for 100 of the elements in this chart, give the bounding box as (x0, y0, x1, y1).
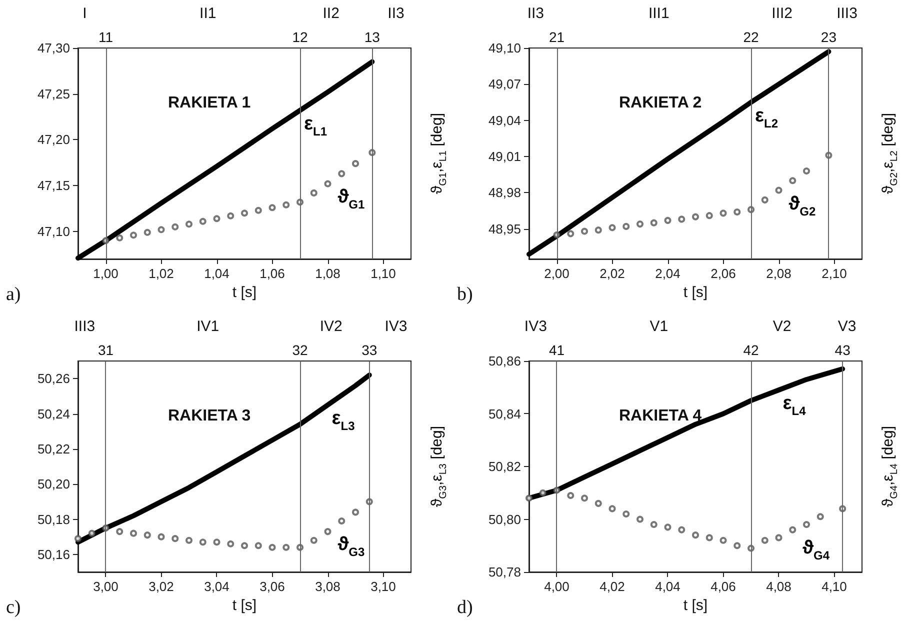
point (678, 526, 686, 534)
y-axis-title: ϑG2,εL2 [deg] (880, 112, 900, 194)
point (636, 220, 644, 228)
y-tick-label: 47,30 (37, 40, 70, 56)
x-tick-label: 1,00 (93, 266, 118, 281)
y-tick-label: 50,82 (488, 459, 521, 474)
x-tick-label: 2,04 (655, 266, 680, 281)
point (352, 508, 359, 516)
x-tick-label: 3,06 (260, 579, 285, 594)
point (352, 160, 359, 168)
point (310, 536, 318, 544)
point (130, 232, 137, 239)
x-tick-label: 3,02 (148, 579, 174, 594)
y-axis-title: ϑG3,εL3 [deg] (428, 426, 449, 508)
text: 43 (834, 342, 851, 358)
text: 22 (743, 29, 759, 45)
point (664, 216, 672, 224)
x-tick-label: 4,02 (600, 579, 625, 594)
point (310, 189, 318, 196)
x-tick-label: 4,04 (655, 579, 680, 594)
point (116, 528, 124, 536)
text: I (82, 5, 87, 22)
x-tick-label: 2,02 (600, 266, 625, 281)
x-tick-label: 4,08 (766, 579, 792, 594)
point (213, 215, 220, 222)
text: IV2 (320, 318, 342, 335)
y-tick-label: 48,95 (488, 221, 521, 236)
point (567, 492, 574, 500)
point (282, 201, 290, 208)
point (720, 210, 727, 217)
point (172, 535, 179, 542)
text: 41 (548, 342, 565, 358)
text: RAKIETA 1 (168, 94, 251, 112)
text: 11 (98, 29, 114, 45)
point (268, 544, 276, 551)
point (172, 223, 179, 230)
point (720, 536, 727, 544)
point (227, 212, 234, 220)
text: 12 (292, 29, 308, 45)
point (338, 170, 346, 178)
x-tick-label: 3,10 (370, 579, 396, 594)
point (678, 216, 686, 223)
text: 21 (548, 29, 565, 45)
point (608, 224, 616, 232)
point (116, 234, 124, 242)
point (227, 540, 234, 548)
text: II3 (527, 5, 544, 22)
point (706, 534, 713, 542)
x-tick-label: 1,10 (370, 266, 396, 281)
text: V1 (650, 318, 668, 335)
point (692, 213, 699, 220)
text: III3 (74, 318, 96, 335)
point (268, 204, 276, 212)
y-tick-label: 47,10 (37, 224, 70, 239)
text: a) (6, 284, 21, 305)
point (539, 489, 546, 496)
point (734, 208, 741, 216)
y-tick-label: 49,04 (488, 112, 521, 128)
y-tick-label: 49,01 (488, 149, 521, 164)
text: RAKIETA 3 (168, 408, 251, 424)
text: 33 (362, 342, 378, 358)
point (158, 533, 165, 540)
x-axis-title: t [s] (683, 284, 708, 301)
y-tick-label: 49,07 (488, 76, 521, 92)
text: IV3 (524, 318, 547, 335)
point (622, 222, 630, 230)
point (88, 530, 96, 537)
point (144, 228, 151, 236)
y-tick-label: 50,24 (37, 406, 70, 422)
point (213, 538, 220, 546)
x-tick-label: 4,10 (822, 579, 847, 594)
text: III1 (648, 5, 670, 22)
text: b) (457, 284, 473, 305)
text: V3 (838, 318, 856, 335)
text: II1 (200, 5, 216, 22)
point (761, 196, 768, 204)
y-axis-title: ϑG1,εL1 [deg] (428, 112, 449, 194)
point (594, 226, 602, 234)
point (706, 212, 713, 220)
point (74, 535, 82, 542)
x-tick-label: 3,08 (315, 579, 340, 594)
text: III2 (772, 5, 793, 22)
x-tick-label: 2,06 (710, 266, 736, 281)
text: RAKIETA 2 (619, 94, 702, 112)
text: 23 (820, 29, 837, 45)
point (526, 494, 532, 502)
y-tick-label: 50,84 (488, 406, 521, 422)
point (581, 228, 588, 235)
x-tick-label: 4,00 (544, 579, 570, 594)
point (241, 210, 248, 217)
point (775, 186, 782, 194)
x-axis-title: t [s] (232, 596, 257, 614)
text: IV3 (384, 318, 408, 335)
point (324, 180, 332, 188)
point (186, 536, 192, 544)
x-axis-title: t [s] (232, 284, 257, 301)
point (567, 230, 574, 238)
text: II3 (388, 5, 404, 22)
point (789, 177, 796, 184)
y-tick-label: 48,98 (488, 185, 521, 200)
